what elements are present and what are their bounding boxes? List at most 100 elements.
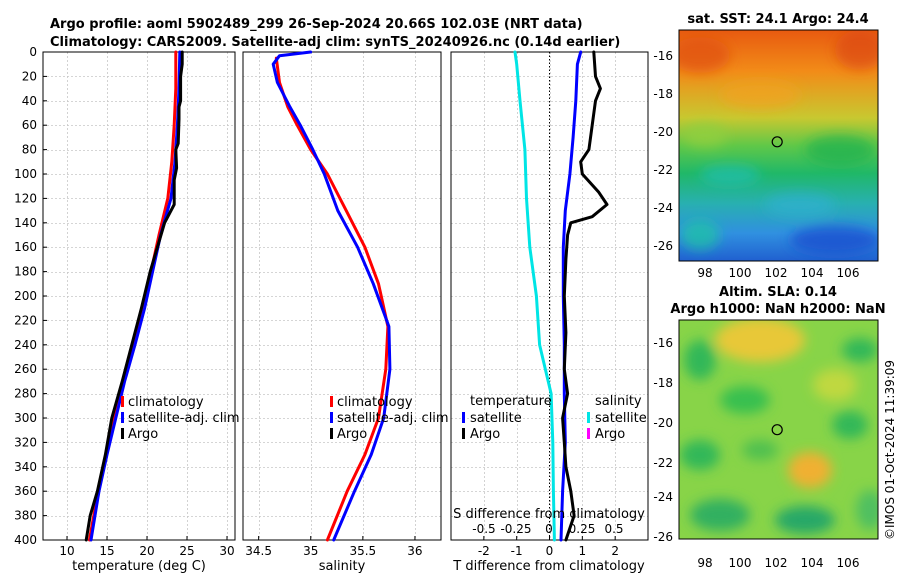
salinity-gridlines [243, 52, 441, 540]
y-tick-label: 60 [22, 118, 37, 132]
series-line-s-satellite [513, 50, 556, 542]
sst-map-x-ticks: 98 100 102 104 106 [697, 266, 859, 280]
legend-swatch-climatology [121, 396, 124, 407]
salinity-panel: 34.5 35 35.5 36 salinity climatology satell… [242, 50, 449, 574]
sst-xtick: 106 [837, 266, 860, 280]
sst-field-patches [679, 30, 878, 254]
temperature-legend: climatology satellite-adj. clim Argo [121, 395, 240, 442]
sst-xtick: 104 [801, 266, 824, 280]
temperature-x-label: temperature (deg C) [72, 559, 206, 574]
s-difference-label: S difference from climatology [453, 507, 645, 522]
sst-map-title: sat. SST: 24.1 Argo: 24.4 [687, 12, 868, 27]
sla-ytick: -22 [653, 456, 673, 470]
legend-swatch-argo [330, 428, 333, 439]
y-tick-label: 260 [14, 362, 37, 376]
argo-location-marker [771, 424, 783, 436]
s-tick: 0 [545, 522, 553, 536]
argo-location-marker [771, 136, 783, 148]
sla-ytick: -20 [653, 416, 673, 430]
legend-swatch-t-satellite [462, 412, 465, 423]
difference-series [513, 50, 609, 542]
s-difference-ticks: -0.5 -0.25 0 0.25 0.5 [472, 522, 623, 536]
difference-x-ticks: -2 -1 0 1 2 [478, 536, 619, 558]
x-tick-label: -1 [511, 544, 523, 558]
s-tick: -0.25 [500, 522, 531, 536]
legend-swatch-t-argo [462, 428, 465, 439]
series-line-satellite-adj-clim [271, 50, 392, 542]
salinity-x-ticks: 34.5 35 35.5 36 [245, 536, 423, 558]
sla-map-subtitle: Argo h1000: NaN h2000: NaN [670, 302, 885, 317]
y-tick-label: 20 [22, 69, 37, 83]
salinity-axes-frame [242, 51, 442, 541]
legend-swatch-satellite [330, 412, 333, 423]
temperature-series [84, 50, 184, 542]
y-tick-label: 160 [14, 240, 37, 254]
series-line-satellite-adj-clim [89, 50, 182, 542]
y-tick-label: 200 [14, 289, 37, 303]
difference-gridlines [451, 52, 648, 540]
sla-xtick: 102 [765, 556, 788, 570]
sla-ytick: -26 [653, 530, 673, 544]
imos-timestamp: ©IMOS 01-Oct-2024 11:39:09 [883, 360, 897, 540]
legend-swatch-climatology [330, 396, 333, 407]
sla-ytick: -16 [653, 336, 673, 350]
sla-xtick: 104 [801, 556, 824, 570]
y-tick-label: 0 [29, 45, 37, 59]
sla-map-y-ticks: -16 -18 -20 -22 -24 -26 [653, 336, 673, 544]
temperature-gridlines [43, 52, 235, 540]
y-tick-label: 380 [14, 509, 37, 523]
difference-panel: -2 -1 0 1 2 T difference from climatology S … [450, 50, 649, 574]
sst-ytick: -18 [653, 87, 673, 101]
series-line-t-argo [561, 50, 609, 542]
legend-title-temperature: temperature [470, 394, 552, 409]
y-tick-label: 360 [14, 484, 37, 498]
figure-title-line1: Argo profile: aoml 5902489_299 26-Sep-20… [50, 17, 583, 32]
x-tick-label: 36 [407, 544, 422, 558]
figure-title-line2: Climatology: CARS2009. Satellite-adj cli… [50, 35, 620, 50]
x-tick-label: -2 [478, 544, 490, 558]
y-tick-label: 180 [14, 265, 37, 279]
legend-label-argo: Argo [128, 427, 158, 442]
y-tick-label: 140 [14, 216, 37, 230]
legend-label-climatology: climatology [337, 395, 413, 410]
sst-map-y-ticks: -16 -18 -20 -22 -24 -26 [653, 49, 673, 253]
salinity-x-label: salinity [319, 559, 366, 574]
sla-ytick: -18 [653, 376, 673, 390]
legend-swatch-satellite [121, 412, 124, 423]
y-tick-label: 300 [14, 411, 37, 425]
legend-label-s-satellite: satellite [595, 411, 647, 426]
salinity-legend: climatology satellite-adj. clim Argo [330, 395, 449, 442]
sst-ytick: -20 [653, 125, 673, 139]
sla-map-title: Altim. SLA: 0.14 [719, 285, 837, 300]
y-tick-label: 400 [14, 533, 37, 547]
s-tick: 0.25 [569, 522, 596, 536]
sla-xtick: 98 [697, 556, 712, 570]
legend-title-salinity: salinity [595, 394, 642, 409]
legend-label-satellite: satellite-adj. clim [337, 411, 449, 426]
legend-label-t-satellite: satellite [470, 411, 522, 426]
series-line-argo [84, 50, 184, 542]
legend-label-s-argo: Argo [595, 427, 625, 442]
y-tick-label: 100 [14, 167, 37, 181]
s-tick: 0.5 [604, 522, 623, 536]
sla-xtick: 106 [837, 556, 860, 570]
temperature-x-ticks: 10 15 20 25 30 [59, 536, 235, 558]
sla-ytick: -24 [653, 490, 673, 504]
legend-swatch-s-argo [587, 428, 590, 439]
y-tick-label: 120 [14, 191, 37, 205]
difference-legend: temperature satellite Argo salinity sate… [462, 394, 647, 442]
y-tick-label: 240 [14, 338, 37, 352]
sst-map-panel: sat. SST: 24.1 Argo: 24.4 -16 -18 -20 -2… [653, 12, 879, 280]
salinity-series [271, 50, 392, 542]
t-difference-x-label: T difference from climatology [452, 559, 645, 574]
x-tick-label: 1 [579, 544, 587, 558]
sla-field-patches [680, 320, 878, 534]
legend-label-t-argo: Argo [470, 427, 500, 442]
sst-ytick: -22 [653, 163, 673, 177]
sst-xtick: 98 [697, 266, 712, 280]
y-tick-label: 280 [14, 387, 37, 401]
sst-xtick: 100 [729, 266, 752, 280]
sst-map-frame [678, 29, 879, 262]
s-tick: -0.5 [472, 522, 495, 536]
